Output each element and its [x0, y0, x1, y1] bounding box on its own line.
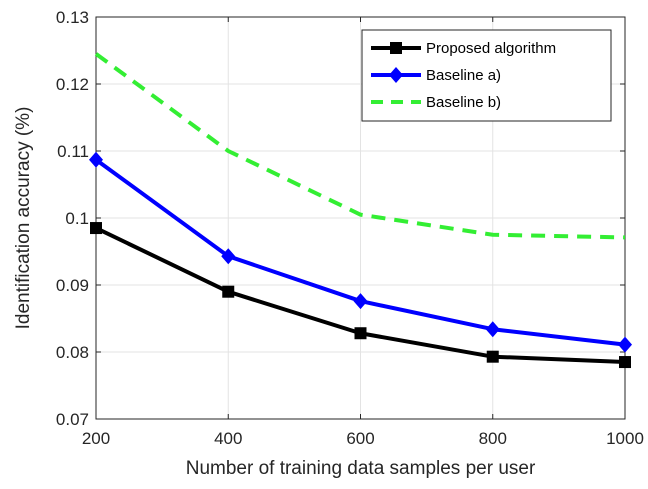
y-tick-label: 0.09	[56, 276, 89, 295]
series-1	[90, 222, 631, 369]
axis-ticks: 200 400 600 800 1000 0.07 0.08 0.09 0.1 0.11 0.12 0…	[56, 8, 644, 448]
x-tick-label: 200	[82, 429, 110, 448]
legend-entry: Baseline a)	[371, 67, 501, 84]
legend-entry: Proposed algorithm	[371, 40, 556, 57]
data-point	[354, 327, 367, 340]
series-3	[94, 52, 626, 240]
legend-label: Baseline a)	[426, 67, 501, 84]
series-2	[89, 151, 632, 353]
data-point	[222, 285, 235, 298]
legend-marker	[390, 42, 402, 54]
y-tick-label: 0.12	[56, 75, 89, 94]
x-tick-label: 1000	[606, 429, 644, 448]
legend-label: Baseline b)	[426, 94, 501, 111]
series-line	[94, 52, 626, 240]
data-point	[486, 350, 499, 363]
data-point	[619, 356, 631, 369]
x-axis-label: Number of training data samples per user	[186, 458, 536, 479]
y-axis-label: Identification accuracy (%)	[13, 107, 34, 330]
legend-marker	[389, 67, 403, 83]
y-tick-label: 0.11	[57, 142, 89, 161]
data-point	[89, 151, 103, 168]
x-tick-label: 400	[214, 429, 242, 448]
y-tick-label: 0.13	[56, 8, 89, 27]
data-point	[618, 336, 632, 353]
data-point	[90, 222, 102, 235]
legend-entry: Baseline b)	[371, 94, 501, 111]
y-tick-label: 0.07	[56, 410, 89, 429]
y-tick-label: 0.1	[65, 209, 89, 228]
x-tick-label: 600	[346, 429, 374, 448]
y-tick-label: 0.08	[56, 343, 89, 362]
data-point	[353, 293, 368, 310]
series-lines	[89, 52, 632, 369]
legend: Proposed algorithm Baseline a) Baseline b)	[361, 29, 612, 122]
legend-label: Proposed algorithm	[426, 40, 556, 57]
data-point	[221, 248, 236, 265]
data-point	[485, 321, 500, 338]
x-tick-label: 800	[479, 429, 507, 448]
